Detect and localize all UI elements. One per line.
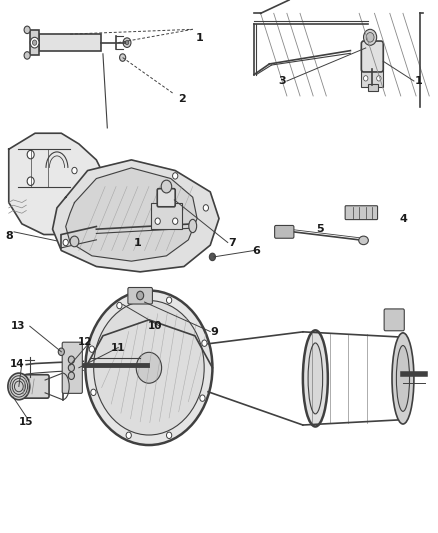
Text: 6: 6 (252, 246, 260, 255)
FancyBboxPatch shape (128, 287, 152, 304)
FancyBboxPatch shape (361, 45, 383, 87)
Text: 13: 13 (11, 321, 25, 331)
Text: 15: 15 (19, 417, 34, 427)
Text: 3: 3 (279, 76, 286, 86)
Ellipse shape (303, 330, 328, 426)
Circle shape (24, 52, 30, 59)
Circle shape (166, 432, 172, 439)
Text: 1: 1 (195, 34, 203, 43)
Circle shape (364, 76, 368, 81)
FancyBboxPatch shape (17, 375, 49, 398)
Text: 1: 1 (134, 238, 142, 247)
Circle shape (125, 41, 129, 45)
Text: 1: 1 (414, 76, 422, 86)
Circle shape (85, 290, 212, 445)
Circle shape (155, 218, 160, 224)
Polygon shape (66, 168, 197, 261)
Circle shape (24, 26, 30, 34)
Text: 8: 8 (5, 231, 13, 240)
Circle shape (32, 40, 37, 45)
Text: 7: 7 (228, 238, 236, 247)
Ellipse shape (392, 333, 414, 424)
Text: 14: 14 (10, 359, 25, 368)
Polygon shape (53, 160, 219, 272)
Polygon shape (9, 133, 110, 235)
FancyBboxPatch shape (384, 309, 404, 331)
Circle shape (91, 389, 96, 395)
Circle shape (68, 364, 74, 372)
Text: 5: 5 (316, 224, 324, 234)
Circle shape (173, 218, 178, 224)
Circle shape (72, 167, 77, 174)
Circle shape (137, 291, 144, 300)
Circle shape (120, 54, 126, 61)
Text: 10: 10 (148, 321, 163, 331)
FancyBboxPatch shape (62, 342, 82, 393)
Text: 9: 9 (211, 327, 219, 336)
Circle shape (70, 236, 79, 247)
FancyBboxPatch shape (368, 84, 378, 91)
Text: 11: 11 (111, 343, 126, 352)
Circle shape (8, 373, 30, 400)
Circle shape (200, 395, 205, 401)
Circle shape (27, 177, 34, 185)
Circle shape (30, 37, 39, 48)
FancyBboxPatch shape (30, 30, 39, 55)
Text: 12: 12 (78, 337, 93, 347)
Circle shape (123, 38, 131, 47)
Circle shape (27, 150, 34, 159)
Ellipse shape (189, 220, 197, 233)
Circle shape (364, 29, 377, 45)
FancyBboxPatch shape (39, 34, 101, 51)
FancyBboxPatch shape (157, 189, 175, 207)
Circle shape (166, 297, 172, 303)
FancyBboxPatch shape (151, 203, 182, 229)
Circle shape (117, 302, 122, 309)
Circle shape (58, 348, 64, 356)
Circle shape (161, 180, 172, 193)
Circle shape (68, 372, 74, 379)
Circle shape (202, 340, 207, 346)
Text: 2: 2 (178, 94, 186, 103)
Circle shape (209, 253, 215, 261)
Circle shape (136, 352, 162, 383)
Circle shape (68, 356, 74, 364)
Circle shape (203, 205, 208, 211)
FancyBboxPatch shape (275, 225, 294, 238)
Circle shape (173, 173, 178, 179)
FancyBboxPatch shape (345, 206, 378, 220)
FancyBboxPatch shape (361, 41, 383, 72)
Circle shape (63, 239, 68, 246)
Circle shape (94, 301, 204, 435)
Ellipse shape (396, 345, 410, 411)
Text: 4: 4 (399, 214, 407, 223)
Circle shape (89, 346, 95, 352)
Circle shape (366, 33, 374, 42)
Circle shape (126, 432, 131, 439)
Ellipse shape (359, 236, 368, 245)
Circle shape (377, 76, 381, 81)
Ellipse shape (308, 343, 323, 414)
